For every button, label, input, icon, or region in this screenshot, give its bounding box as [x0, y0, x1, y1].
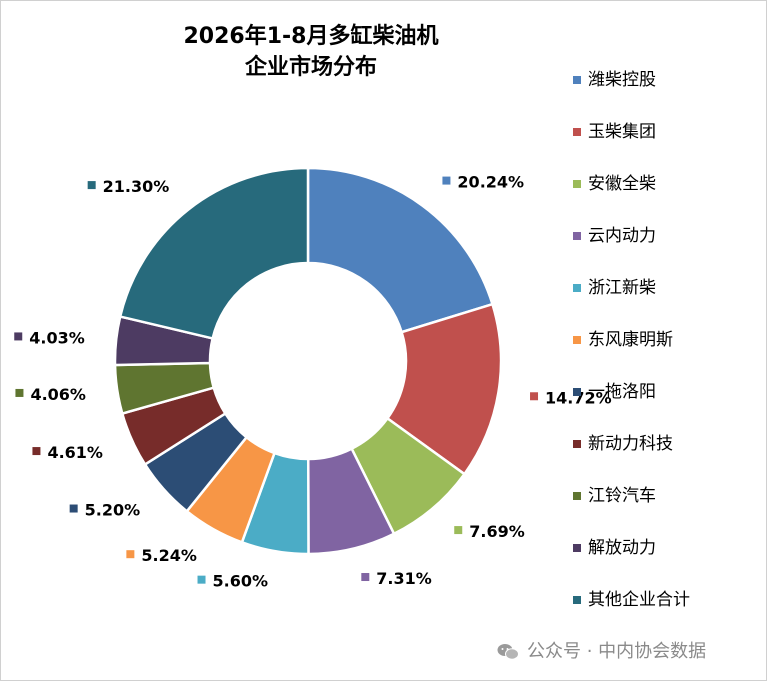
legend-swatch	[573, 492, 581, 500]
slice-2	[385, 302, 503, 476]
legend-label: 新动力科技	[588, 434, 673, 454]
data-label-2: 14.72%	[545, 388, 612, 407]
data-label-marker-7	[69, 504, 78, 513]
labels-group: 20.24% 14.72% 7.69% 7.31% 5.60% 5.24% 5.20% 4.6…	[14, 173, 612, 591]
legend-label: 云内动力	[588, 226, 656, 246]
data-label-marker-3	[454, 526, 463, 535]
slice-11	[118, 166, 310, 340]
data-label-marker-11	[87, 181, 96, 190]
legend-label: 玉柴集团	[588, 122, 656, 142]
legend-swatch	[573, 76, 581, 84]
legend-swatch	[573, 284, 581, 292]
data-label-3: 7.69%	[469, 522, 525, 541]
data-label-4: 7.31%	[376, 569, 432, 588]
legend-label: 江铃汽车	[588, 486, 656, 506]
data-label-7: 5.20%	[85, 501, 141, 520]
chart-title-line-2: 企业市场分布	[244, 55, 377, 80]
watermark-text: 公众号 · 中内协会数据	[527, 641, 707, 662]
legend-swatch	[573, 336, 581, 344]
data-label-marker-9	[15, 388, 24, 397]
legend-label: 浙江新柴	[588, 278, 656, 298]
legend-swatch	[573, 232, 581, 240]
data-label-6: 5.24%	[141, 546, 197, 565]
data-label-marker-6	[126, 550, 135, 559]
legend-label: 安徽全柴	[588, 174, 656, 194]
data-label-marker-4	[361, 573, 370, 582]
data-label-8: 4.61%	[47, 443, 103, 462]
data-label-marker-1	[442, 176, 451, 185]
data-label-9: 4.06%	[30, 385, 86, 404]
wechat-icon	[497, 644, 519, 660]
watermark: 公众号 · 中内协会数据	[497, 637, 706, 663]
data-label-marker-2	[530, 392, 539, 401]
legend-label: 潍柴控股	[588, 70, 656, 90]
legend-swatch	[573, 388, 581, 396]
legend-swatch	[573, 128, 581, 136]
data-label-marker-10	[14, 332, 23, 341]
legend-label: 解放动力	[588, 538, 656, 558]
chart-title: 2026年1-8月多缸柴油机 企业市场分布	[151, 21, 471, 83]
chart-title-line-1: 2026年1-8月多缸柴油机	[183, 24, 439, 49]
legend-swatch	[573, 440, 581, 448]
data-label-marker-8	[32, 447, 41, 456]
legend-label: 一拖洛阳	[588, 382, 656, 402]
legend-swatch	[573, 596, 581, 604]
data-label-marker-5	[197, 575, 206, 584]
data-label-11: 21.30%	[103, 177, 170, 196]
legend-swatch	[573, 544, 581, 552]
data-label-10: 4.03%	[29, 328, 85, 347]
slice-1	[306, 166, 494, 334]
legend-label: 其他企业合计	[588, 590, 690, 610]
legend-label: 东风康明斯	[588, 330, 673, 350]
legend-swatch	[573, 180, 581, 188]
data-label-5: 5.60%	[213, 572, 269, 591]
data-label-1: 20.24%	[457, 173, 524, 192]
slices-group	[113, 166, 503, 556]
